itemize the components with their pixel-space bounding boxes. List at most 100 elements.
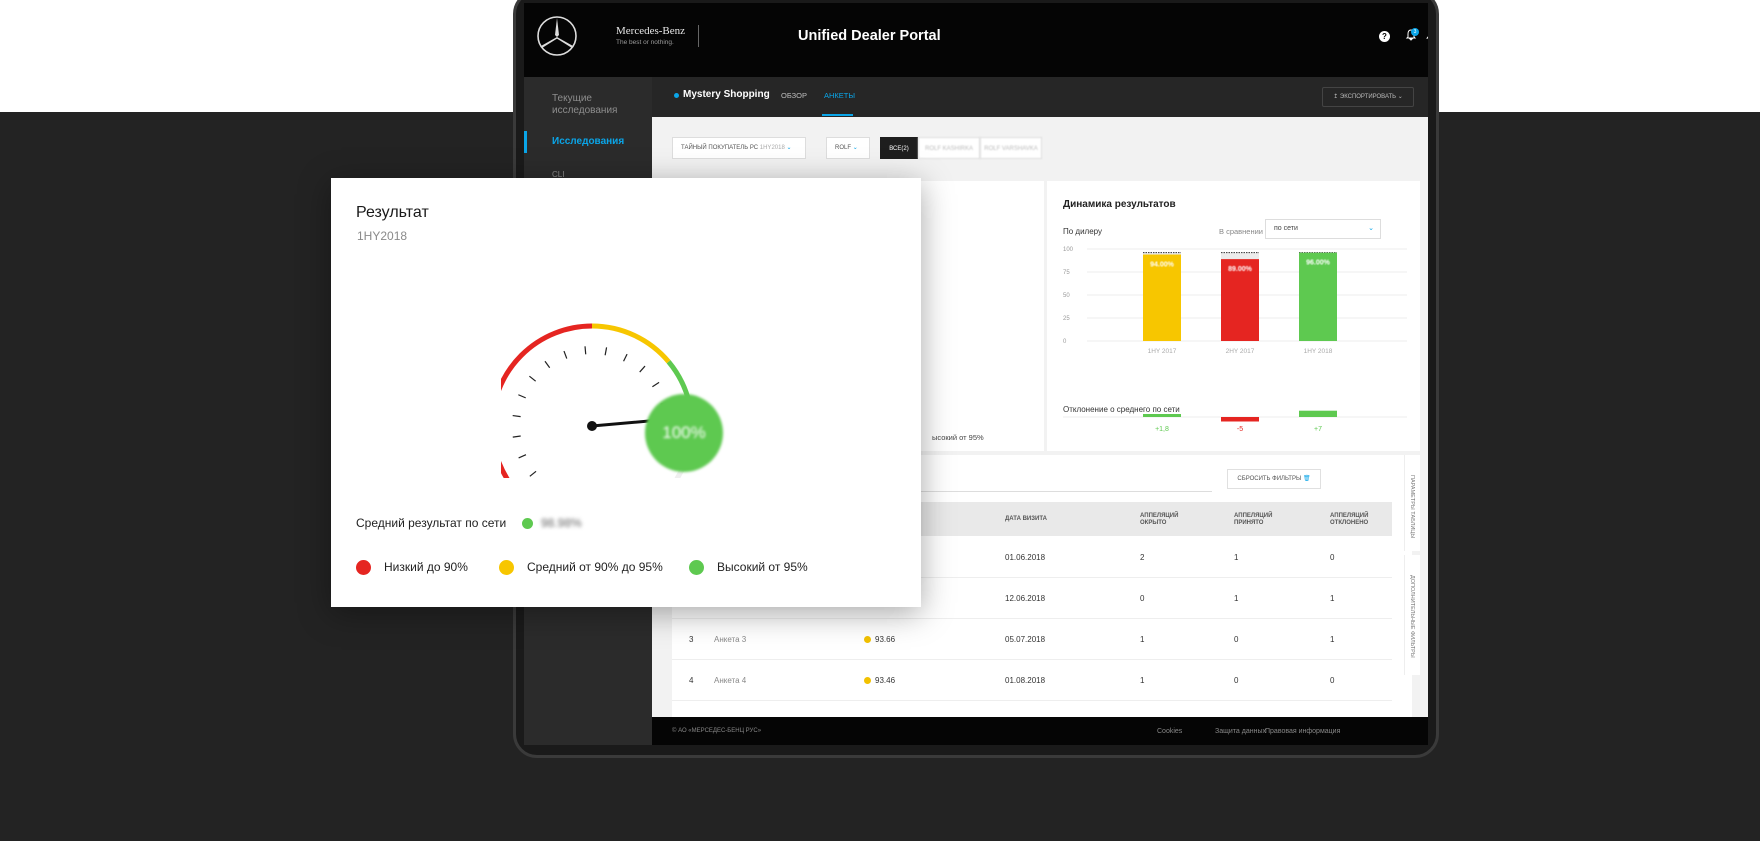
reset-filters-button[interactable]: СБРОСИТЬ ФИЛЬТРЫ 🗑 bbox=[1227, 469, 1321, 489]
row-date: 12.06.2018 bbox=[1005, 594, 1046, 603]
column-header-accepted[interactable]: АППЕЛЯЦИЙ ПРИНЯТО bbox=[1234, 513, 1273, 526]
legend-green-dot bbox=[689, 560, 704, 575]
chevron-down-icon: ⌄ bbox=[1396, 94, 1403, 100]
column-header-date[interactable]: ДАТА ВИЗИТА bbox=[1005, 516, 1047, 522]
bar bbox=[1221, 259, 1259, 341]
gauge-tick bbox=[518, 454, 527, 459]
export-button[interactable]: ↥ ЭКСПОРТИРОВАТЬ ⌄ bbox=[1322, 87, 1414, 107]
row-date: 01.08.2018 bbox=[1005, 676, 1046, 685]
dynamics-title: Динамика результатов bbox=[1063, 199, 1176, 210]
chevron-down-icon: ⌄ bbox=[1368, 225, 1374, 232]
row-accepted: 0 bbox=[1234, 676, 1239, 685]
column-header-opened[interactable]: АППЕЛЯЦИЙ ОКРЫТО bbox=[1140, 513, 1179, 526]
compare-select-value: по сети bbox=[1274, 225, 1298, 232]
extra-filters-tab[interactable]: ДОПОЛНИТЕЛЬНЫЕ ФИЛЬТРЫ bbox=[1404, 555, 1420, 675]
project-name: Mystery Shopping bbox=[683, 89, 770, 100]
brand-name: Mercedes-Benz bbox=[616, 25, 686, 37]
bar-value-label: 96.00% bbox=[1306, 260, 1331, 267]
notification-badge: 3 bbox=[1411, 28, 1419, 36]
table-row[interactable]: 3 Анкета 3 93.66 05.07.2018 1 0 1 bbox=[672, 619, 1392, 660]
sidebar-item-cli[interactable]: CLI bbox=[552, 170, 565, 179]
search-input[interactable] bbox=[672, 491, 1212, 492]
row-name[interactable]: Анкета 4 bbox=[714, 676, 747, 685]
x-tick-label: 1HY 2018 bbox=[1304, 348, 1333, 355]
chevron-down-icon: ⌄ bbox=[852, 145, 858, 151]
row-name[interactable]: Анкета 3 bbox=[714, 635, 747, 644]
survey-select[interactable]: ТАЙНЫЙ ПОКУПАТЕЛЬ РС 1HY2018 ⌄ bbox=[672, 137, 806, 159]
bar-value-label: 94.00% bbox=[1150, 262, 1175, 269]
table-row[interactable]: 12.06.2018 0 1 1 bbox=[672, 578, 1392, 619]
avg-result-value: 98.98% bbox=[541, 516, 582, 530]
chip-rolf-varshavka[interactable]: ROLF VARSHAVKA bbox=[980, 137, 1042, 159]
bar bbox=[1299, 252, 1337, 341]
gauge-tick bbox=[512, 435, 521, 438]
gauge-tick bbox=[652, 381, 660, 388]
table-row[interactable]: 01.06.2018 2 1 0 bbox=[672, 537, 1392, 578]
gauge-arc-low bbox=[501, 323, 593, 478]
dealer-select[interactable]: ROLF ⌄ bbox=[826, 137, 870, 159]
deviation-bar bbox=[1299, 410, 1337, 417]
footer-link-cookies[interactable]: Cookies bbox=[1157, 728, 1183, 735]
brand-tagline: The best or nothing. bbox=[616, 39, 674, 46]
row-number: 3 bbox=[689, 635, 694, 644]
row-score: 93.66 bbox=[875, 635, 896, 644]
column-header-rejected[interactable]: АППЕЛЯЦИЙ ОТКЛОНЕНО bbox=[1330, 513, 1369, 526]
sidebar-item-current-research[interactable]: Текущие исследования bbox=[552, 93, 618, 116]
deviation-title: Отклонение о среднего по сети bbox=[1063, 405, 1180, 414]
legend-red-dot bbox=[356, 560, 371, 575]
deviation-bar bbox=[1143, 414, 1181, 417]
sidebar-item-research[interactable]: Исследования bbox=[552, 136, 625, 147]
trash-icon: 🗑 bbox=[1302, 476, 1311, 482]
y-tick-label: 50 bbox=[1063, 293, 1070, 299]
copyright: © АО «МЕРСЕДЕС-БЕНЦ РУС» bbox=[672, 728, 762, 734]
result-period: 1HY2018 bbox=[357, 229, 408, 243]
tab-overview[interactable]: ОБЗОР bbox=[781, 91, 807, 100]
y-tick-label: 25 bbox=[1063, 316, 1070, 322]
export-icon: ↥ bbox=[1333, 94, 1340, 100]
legend-fragment: ысокий от 95% bbox=[932, 433, 984, 442]
x-tick-label: 1HY 2017 bbox=[1148, 348, 1177, 355]
chip-rolf-kashirka[interactable]: ROLF KASHIRKA bbox=[918, 137, 980, 159]
result-title: Результат bbox=[356, 204, 429, 221]
y-tick-label: 0 bbox=[1063, 339, 1067, 345]
compare-select[interactable]: по сети ⌄ bbox=[1265, 219, 1381, 239]
tab-surveys[interactable]: АНКЕТЫ bbox=[824, 91, 856, 100]
gauge-arc-medium bbox=[591, 323, 671, 364]
table-settings-tab[interactable]: ПАРАМЕТРЫ ТАБЛИЦЫ bbox=[1404, 455, 1420, 551]
survey-select-value: ТАЙНЫЙ ПОКУПАТЕЛЬ РС bbox=[681, 145, 759, 151]
score-status-dot bbox=[864, 636, 871, 643]
tab-active-underline bbox=[822, 114, 853, 116]
user-icon[interactable] bbox=[1424, 29, 1428, 43]
brand-divider bbox=[698, 25, 699, 47]
footer-link-legal[interactable]: Правовая информация bbox=[1265, 728, 1341, 735]
table-settings-label: ПАРАМЕТРЫ ТАБЛИЦЫ bbox=[1409, 475, 1415, 539]
row-rejected: 1 bbox=[1330, 594, 1335, 603]
chip-all[interactable]: ВСЕ(2) bbox=[880, 137, 918, 159]
table-row[interactable]: 4 Анкета 4 93.46 01.08.2018 1 0 0 bbox=[672, 660, 1392, 701]
app-footer: © АО «МЕРСЕДЕС-БЕНЦ РУС» Cookies Защита … bbox=[652, 717, 1428, 745]
row-opened: 0 bbox=[1140, 594, 1145, 603]
chevron-down-icon: ⌄ bbox=[786, 145, 792, 151]
survey-select-period: 1HY2018 bbox=[759, 145, 785, 151]
project-status-dot bbox=[674, 93, 679, 98]
row-opened: 1 bbox=[1140, 635, 1145, 644]
row-score: 93.46 bbox=[875, 676, 896, 685]
row-opened: 1 bbox=[1140, 676, 1145, 685]
compare-label: В сравнении bbox=[1219, 227, 1263, 236]
row-opened: 2 bbox=[1140, 553, 1145, 562]
gauge-tick bbox=[512, 414, 521, 418]
footer-link-privacy[interactable]: Защита данных bbox=[1215, 728, 1266, 735]
gauge-tick bbox=[529, 470, 537, 477]
row-accepted: 0 bbox=[1234, 635, 1239, 644]
legend-high: Высокий от 95% bbox=[717, 560, 808, 574]
dynamics-subtitle: По дилеру bbox=[1063, 227, 1103, 236]
gauge-pivot bbox=[587, 421, 597, 431]
app-title: Unified Dealer Portal bbox=[798, 28, 941, 44]
mercedes-star-logo[interactable] bbox=[536, 15, 578, 57]
row-rejected: 0 bbox=[1330, 676, 1335, 685]
legend-yellow-dot bbox=[499, 560, 514, 575]
project-tabbar: Mystery Shopping ОБЗОР АНКЕТЫ ↥ ЭКСПОРТИ… bbox=[652, 77, 1428, 117]
help-icon[interactable]: ? bbox=[1379, 31, 1390, 42]
result-badge: 100% bbox=[645, 394, 723, 472]
gauge-tick bbox=[563, 350, 568, 359]
